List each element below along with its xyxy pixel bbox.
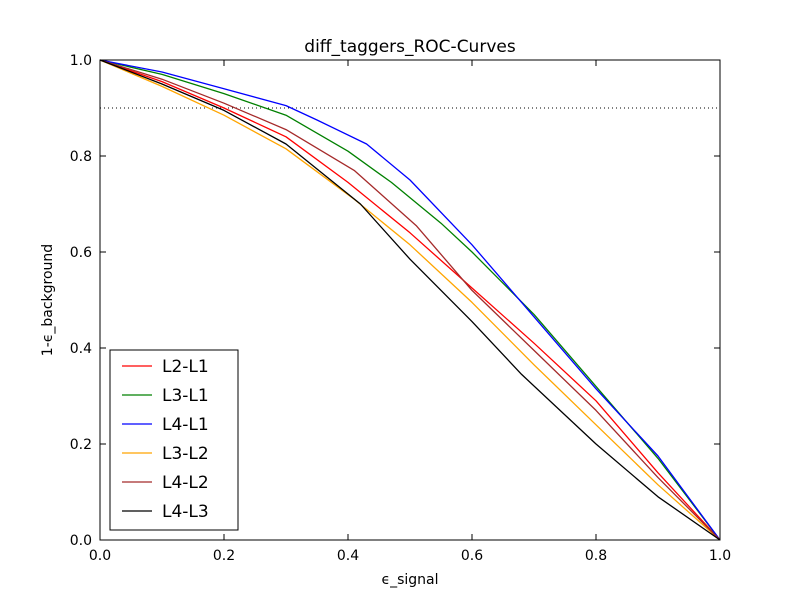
x-tick-label: 0.4 bbox=[337, 548, 359, 564]
x-tick-label: 1.0 bbox=[709, 548, 731, 564]
legend-label-l2-l1: L2-L1 bbox=[162, 357, 209, 377]
chart-title: diff_taggers_ROC-Curves bbox=[304, 37, 516, 57]
x-tick-label: 0.8 bbox=[585, 548, 607, 564]
y-tick-label: 0.6 bbox=[70, 245, 92, 261]
y-tick-label: 0.2 bbox=[70, 437, 92, 453]
series-line-l4-l1 bbox=[99, 59, 721, 541]
legend-label-l3-l2: L3-L2 bbox=[162, 444, 209, 464]
y-tick-label: 1.0 bbox=[70, 53, 92, 69]
series-line-l2-l1 bbox=[99, 59, 721, 541]
x-axis-label: ϵ_signal bbox=[381, 572, 438, 588]
x-tick-label: 0.6 bbox=[461, 548, 483, 564]
x-tick-label: 0.2 bbox=[213, 548, 235, 564]
ticks-layer: 0.0 0.2 0.4 0.6 0.8 1.0 0.0 0.2 0.4 0.6 0.8 1.0 bbox=[70, 53, 731, 564]
legend-label-l4-l3: L4-L3 bbox=[162, 502, 209, 522]
y-axis-label: 1-ϵ_background bbox=[40, 244, 56, 356]
series-layer bbox=[99, 59, 721, 541]
y-tick-label: 0.4 bbox=[70, 341, 92, 357]
y-tick-label: 0.8 bbox=[70, 149, 92, 165]
series-line-l3-l2 bbox=[99, 59, 721, 541]
legend-box bbox=[109, 349, 239, 531]
legend: L2-L1 L3-L1 L4-L1 L3-L2 L4-L2 L4-L3 bbox=[109, 349, 239, 531]
legend-label-l4-l2: L4-L2 bbox=[162, 473, 209, 493]
legend-label-l3-l1: L3-L1 bbox=[162, 386, 209, 406]
series-line-l4-l2 bbox=[99, 59, 721, 541]
y-tick-label: 0.0 bbox=[70, 533, 92, 549]
legend-label-l4-l1: L4-L1 bbox=[162, 415, 209, 435]
x-tick-label: 0.0 bbox=[89, 548, 111, 564]
series-line-l4-l3 bbox=[99, 59, 721, 541]
plot-frame bbox=[99, 59, 721, 541]
series-line-l3-l1 bbox=[99, 59, 721, 541]
